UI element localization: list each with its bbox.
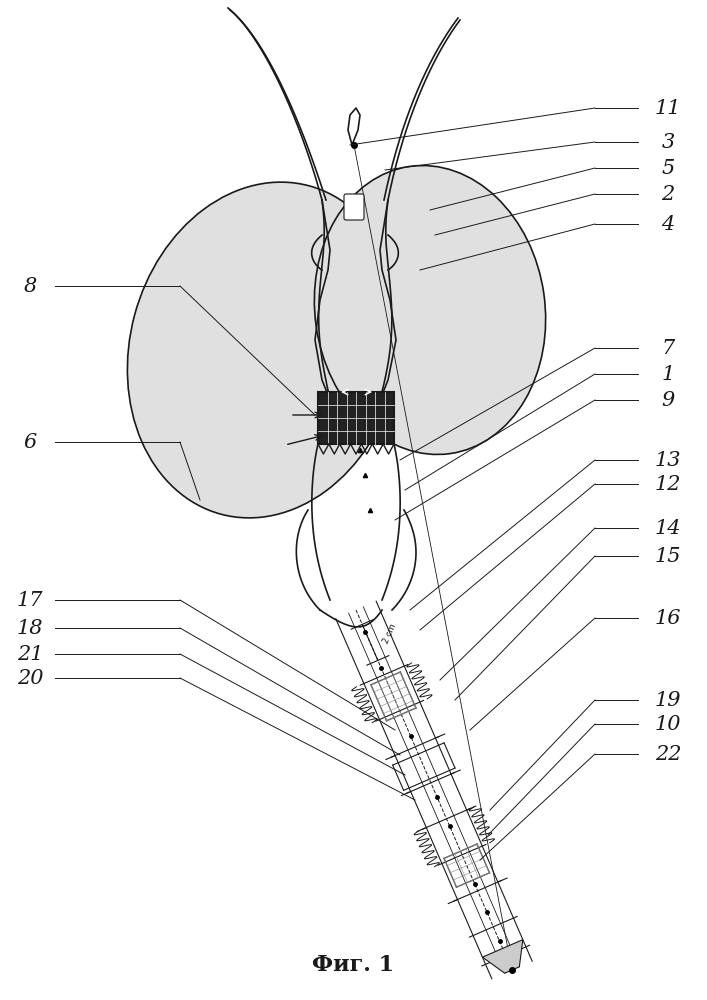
- Text: 7: 7: [661, 338, 674, 358]
- Text: 8: 8: [23, 276, 37, 296]
- Polygon shape: [482, 940, 522, 973]
- Text: 4: 4: [661, 215, 674, 233]
- FancyBboxPatch shape: [344, 194, 364, 220]
- Text: 2: 2: [661, 184, 674, 204]
- Text: 14: 14: [655, 518, 682, 538]
- Text: 20: 20: [17, 668, 43, 688]
- Bar: [318, 392, 394, 444]
- Text: 5: 5: [661, 158, 674, 178]
- Text: 11: 11: [655, 99, 682, 117]
- Text: 16: 16: [655, 608, 682, 628]
- Text: 21: 21: [17, 645, 43, 664]
- Text: 13: 13: [655, 450, 682, 470]
- Text: 12: 12: [655, 475, 682, 493]
- Text: Фиг. 1: Фиг. 1: [312, 954, 395, 976]
- Text: 19: 19: [655, 690, 682, 710]
- Text: 22: 22: [655, 744, 682, 764]
- Text: 17: 17: [17, 590, 43, 609]
- Text: 15: 15: [655, 546, 682, 566]
- Text: 1: 1: [661, 364, 674, 383]
- Text: 9: 9: [661, 390, 674, 410]
- Ellipse shape: [127, 182, 402, 518]
- Text: 6: 6: [23, 432, 37, 452]
- Text: 2 cm: 2 cm: [382, 622, 399, 645]
- Text: 3: 3: [661, 132, 674, 151]
- Text: 10: 10: [655, 714, 682, 734]
- Text: 18: 18: [17, 618, 43, 638]
- Ellipse shape: [315, 166, 546, 454]
